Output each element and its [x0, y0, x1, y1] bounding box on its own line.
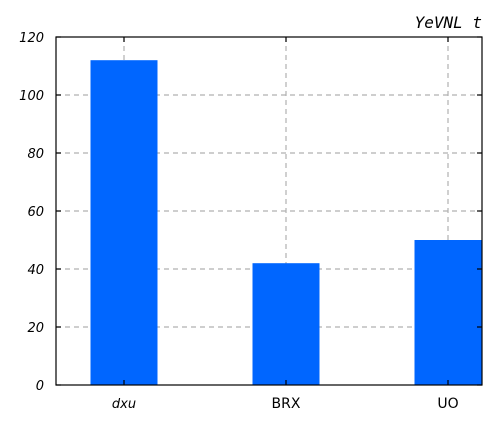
y-tick-label: 80	[27, 147, 44, 162]
x-axis-ticks: dxu BRX UO	[112, 37, 459, 412]
y-axis-ticks: 0 20 40 60 80 100 120	[19, 31, 482, 394]
x-tick-label: BRX	[272, 396, 301, 412]
y-tick-label: 0	[36, 379, 44, 394]
x-tick-label: UO	[437, 396, 458, 412]
y-tick-label: 40	[27, 263, 44, 278]
y-tick-label: 60	[27, 205, 44, 220]
bar-BRX	[252, 263, 320, 385]
bar-UO	[414, 240, 482, 385]
y-tick-label: 100	[19, 89, 44, 104]
y-tick-label: 120	[19, 31, 44, 46]
chart-title: YeVNL t	[415, 13, 482, 32]
bars	[90, 60, 482, 385]
y-tick-label: 20	[27, 321, 44, 336]
bar-dxu	[90, 60, 158, 385]
x-tick-label: dxu	[112, 397, 136, 412]
